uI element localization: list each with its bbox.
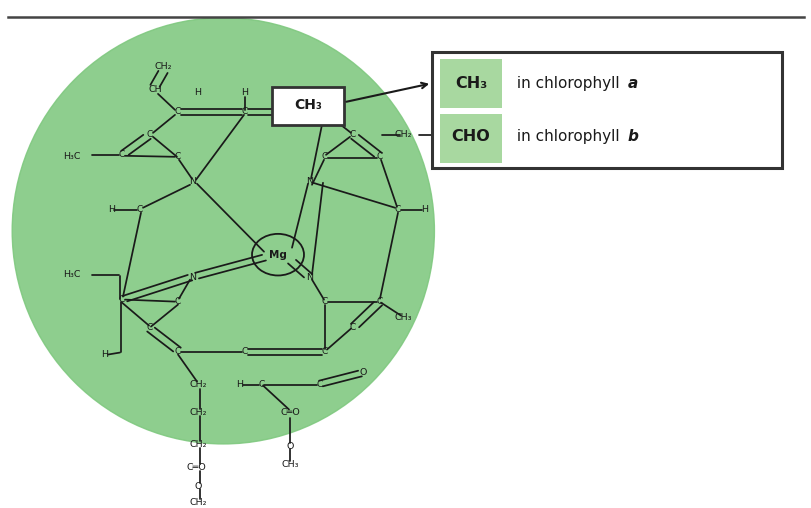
Text: CH₂: CH₂ xyxy=(189,408,207,417)
Text: C: C xyxy=(137,205,143,214)
Text: C: C xyxy=(259,380,265,389)
Bar xyxy=(440,114,501,163)
Text: C: C xyxy=(242,107,248,116)
Text: H: H xyxy=(421,205,428,214)
Text: CH₂: CH₂ xyxy=(189,440,207,449)
Text: CH₃: CH₃ xyxy=(439,131,456,139)
Text: C: C xyxy=(376,297,383,306)
Text: C: C xyxy=(316,380,323,389)
Text: CH₂: CH₂ xyxy=(189,498,207,507)
Text: O: O xyxy=(359,368,367,377)
Text: CH₂: CH₂ xyxy=(394,131,411,139)
Text: O: O xyxy=(286,442,294,451)
Bar xyxy=(431,52,781,168)
Text: CH₃: CH₃ xyxy=(294,98,321,112)
Text: b: b xyxy=(627,129,637,144)
Text: C: C xyxy=(174,347,181,356)
Text: C: C xyxy=(350,131,356,139)
Text: a: a xyxy=(627,76,637,91)
Text: H₃C: H₃C xyxy=(63,152,80,162)
Text: N: N xyxy=(189,273,196,282)
Text: C: C xyxy=(118,295,125,304)
Text: Mg: Mg xyxy=(268,249,286,260)
Text: C: C xyxy=(174,107,181,116)
Text: N: N xyxy=(306,177,313,186)
Text: N: N xyxy=(306,273,313,282)
Text: C: C xyxy=(242,347,248,356)
Text: H: H xyxy=(241,88,248,98)
Text: CH: CH xyxy=(148,85,161,94)
Text: H: H xyxy=(195,88,201,98)
Text: CH₃: CH₃ xyxy=(394,313,411,322)
Ellipse shape xyxy=(12,18,434,444)
Text: C: C xyxy=(394,205,401,214)
Text: C: C xyxy=(147,131,153,139)
Text: N: N xyxy=(189,177,196,186)
Bar xyxy=(440,59,501,108)
Text: CH₂: CH₂ xyxy=(189,380,207,389)
Text: in chlorophyll: in chlorophyll xyxy=(511,76,624,91)
Bar xyxy=(272,86,343,125)
Text: C: C xyxy=(321,107,328,116)
Text: H: H xyxy=(236,380,243,389)
Text: C: C xyxy=(350,323,356,332)
Text: C: C xyxy=(321,152,328,162)
Text: H: H xyxy=(109,205,115,214)
Text: CH₃: CH₃ xyxy=(454,76,487,91)
Text: in chlorophyll: in chlorophyll xyxy=(511,129,624,144)
Text: H: H xyxy=(101,350,109,359)
Text: C: C xyxy=(118,150,125,160)
Text: C═O: C═O xyxy=(186,463,206,472)
Text: C: C xyxy=(376,152,383,162)
Text: C: C xyxy=(321,297,328,306)
Text: C: C xyxy=(174,297,181,306)
Text: O: O xyxy=(194,482,201,491)
Text: H₃C: H₃C xyxy=(63,270,80,279)
Text: C: C xyxy=(321,347,328,356)
Text: CH₃: CH₃ xyxy=(281,460,298,469)
Text: CHO: CHO xyxy=(451,129,490,144)
Text: CH₂: CH₂ xyxy=(154,62,172,72)
Text: C═O: C═O xyxy=(280,408,299,417)
Text: C: C xyxy=(174,152,181,162)
Text: C: C xyxy=(147,323,153,332)
